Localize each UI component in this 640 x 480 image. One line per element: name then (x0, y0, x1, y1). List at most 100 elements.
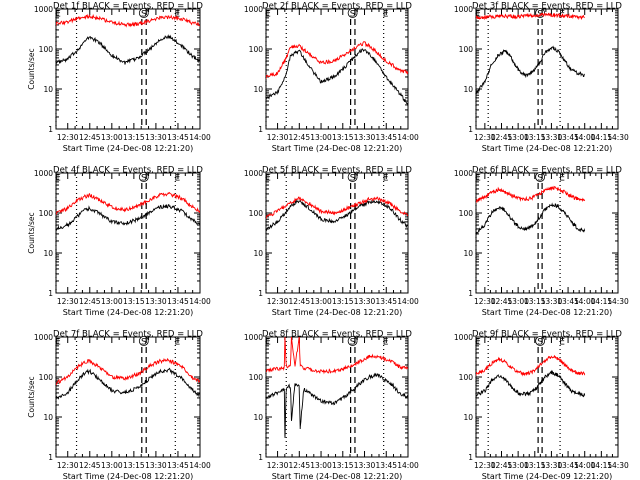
x-axis-label: Start Time (24-Dec-08 12:21:20) (272, 144, 403, 153)
x-tick-label: 12:30 (474, 297, 496, 306)
x-tick-label: 13:30 (354, 461, 376, 470)
x-tick-label: 13:15 (524, 297, 546, 306)
series-events-line (476, 45, 585, 95)
plot-frame (265, 172, 409, 294)
y-axis-label: Counts/sec (27, 48, 36, 89)
y-tick-label: 10 (463, 249, 473, 258)
x-tick-label: 13:45 (375, 461, 397, 470)
x-tick-label: 13:00 (310, 461, 332, 470)
panel-det-4f: Det 4f BLACK = Events, RED = LLD 1 10 100 10… (27, 166, 211, 318)
x-tick-label: 12:45 (491, 461, 513, 470)
x-axis-label: Start Time (24-Dec-08 12:21:20) (482, 144, 613, 153)
y-tick-label: 1000 (454, 333, 473, 342)
x-tick-label: 12:45 (79, 297, 101, 306)
y-tick-label: 100 (39, 373, 54, 382)
series-lld-line (266, 196, 408, 219)
series-lld-line (476, 185, 586, 204)
y-axis-label: Counts/sec (27, 376, 36, 417)
panel-title: Det 7f BLACK = Events, RED = LLD (53, 330, 203, 340)
x-axis-label: Start Time (24-Dec-08 12:21:20) (272, 308, 403, 317)
marker-label: E (383, 174, 389, 184)
y-tick-label: 1 (468, 125, 473, 134)
y-tick-label: 10 (43, 413, 53, 422)
x-tick-label: 12:45 (491, 297, 513, 306)
x-tick-label: 13:00 (507, 461, 529, 470)
plot-frame (55, 336, 201, 458)
x-axis-label: Start Time (24-Dec-08 12:21:20) (482, 308, 613, 317)
x-tick-label: 13:15 (123, 461, 145, 470)
x-tick-label: 13:15 (524, 461, 546, 470)
panel-title: Det 1f BLACK = Events, RED = LLD (53, 2, 203, 12)
y-tick-label: 1000 (244, 169, 263, 178)
y-tick-label: 10 (463, 85, 473, 94)
panel-det-9f: Det 9f BLACK = Events, RED = LLD 1 10 100 10… (454, 330, 629, 480)
x-tick-label: 12:45 (288, 297, 310, 306)
series-events-line (476, 202, 586, 236)
y-tick-label: 1 (468, 289, 473, 298)
marker-label: S (141, 10, 147, 20)
x-tick-label: 13:45 (167, 461, 189, 470)
series-events-line (476, 369, 586, 398)
y-tick-label: 1 (258, 125, 263, 134)
x-tick-label: 13:45 (167, 133, 189, 142)
x-tick-label: 13:15 (332, 461, 354, 470)
panel-det-3f: Det 3f BLACK = Events, RED = LLD 1 10 100 10… (454, 2, 629, 154)
marker-label: E (559, 174, 565, 184)
x-tick-label: 13:00 (507, 297, 529, 306)
x-tick-label: 12:45 (491, 133, 513, 142)
x-tick-label: 14:00 (574, 297, 596, 306)
marker-label: E (383, 10, 389, 20)
marker-label: E (475, 10, 481, 20)
x-tick-label: 14:00 (397, 461, 419, 470)
x-tick-label: 13:15 (123, 297, 145, 306)
x-tick-label: 13:15 (332, 133, 354, 142)
x-tick-label: 14:00 (574, 133, 596, 142)
series-lld-line (476, 354, 586, 377)
y-tick-label: 100 (459, 45, 474, 54)
x-axis-label: Start Time (24-Dec-09 12:21:20) (482, 472, 613, 480)
series-lld-line (476, 12, 585, 21)
marker-label: E (559, 338, 565, 348)
x-tick-label: 13:15 (524, 133, 546, 142)
y-tick-label: 10 (253, 85, 263, 94)
x-tick-label: 13:00 (101, 133, 123, 142)
panel-det-2f: Det 2f BLACK = Events, RED = LLD 1 10 100 10… (244, 2, 419, 154)
x-tick-label: 13:30 (145, 297, 167, 306)
series-lld-line (56, 191, 200, 215)
marker-label: E (174, 10, 180, 20)
x-tick-label: 12:45 (79, 133, 101, 142)
panel-title: Det 3f BLACK = Events, RED = LLD (472, 2, 622, 12)
marker-label: E (383, 338, 389, 348)
panel-title: Det 5f BLACK = Events, RED = LLD (262, 166, 412, 176)
x-tick-label: 13:30 (354, 133, 376, 142)
y-tick-label: 1 (48, 125, 53, 134)
marker-label: S (141, 338, 147, 348)
x-tick-label: 14:30 (607, 461, 629, 470)
y-tick-label: 100 (249, 209, 264, 218)
marker-label: E (174, 174, 180, 184)
marker-label: S (537, 338, 543, 348)
y-tick-label: 1000 (244, 333, 263, 342)
x-tick-label: 14:15 (591, 461, 613, 470)
x-axis-label: Start Time (24-Dec-08 12:21:20) (63, 308, 194, 317)
x-tick-label: 13:00 (101, 461, 123, 470)
series-lld-line (266, 337, 408, 375)
x-tick-label: 13:45 (557, 133, 579, 142)
marker-label: S (350, 174, 356, 184)
series-events-line (56, 203, 200, 231)
y-tick-label: 1000 (34, 169, 53, 178)
x-tick-label: 13:30 (354, 297, 376, 306)
x-tick-label: 12:30 (57, 297, 79, 306)
y-tick-label: 1 (48, 289, 53, 298)
x-tick-label: 13:45 (557, 297, 579, 306)
y-tick-label: 1 (48, 453, 53, 462)
x-tick-label: 14:00 (397, 133, 419, 142)
y-tick-label: 1000 (34, 333, 53, 342)
y-tick-label: 10 (253, 413, 263, 422)
x-tick-label: 14:30 (607, 297, 629, 306)
series-lld-line (56, 357, 200, 386)
y-tick-label: 1 (468, 453, 473, 462)
marker-label: S (350, 338, 356, 348)
x-tick-label: 13:00 (101, 297, 123, 306)
panel-det-1f: Det 1f BLACK = Events, RED = LLD 1 10 100 10… (27, 2, 211, 154)
